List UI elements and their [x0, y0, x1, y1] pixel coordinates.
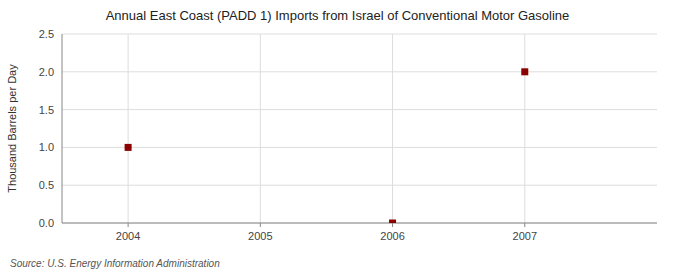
y-grid-line: [62, 147, 657, 148]
x-grid-line: [128, 34, 129, 223]
y-tick-label: 0.0: [39, 217, 54, 229]
x-grid-line: [524, 34, 525, 223]
x-tick-label: 2006: [380, 230, 404, 242]
chart: Annual East Coast (PADD 1) Imports from …: [0, 0, 675, 275]
x-axis-line: [62, 223, 657, 224]
y-tick-label: 1.5: [39, 104, 54, 116]
grid: [62, 34, 657, 223]
x-grid-line: [392, 34, 393, 223]
title: Annual East Coast (PADD 1) Imports from …: [106, 8, 570, 23]
x-tick-label: 2007: [513, 230, 537, 242]
x-tick: [392, 223, 393, 227]
y-grid-line: [62, 34, 657, 35]
y-grid-line: [62, 185, 657, 186]
axes: 0.0 0.5 1.0 1.5 2.0 2.5 2004 2005 2006 2007: [39, 28, 657, 242]
x-tick-label: 2004: [116, 230, 140, 242]
source: Source: U.S. Energy Information Administ…: [10, 258, 220, 269]
x-grid-line: [260, 34, 261, 223]
x-tick-label: 2005: [248, 230, 272, 242]
x-tick: [128, 223, 129, 227]
point: [389, 220, 396, 224]
x-tick: [524, 223, 525, 227]
points: [125, 68, 529, 223]
y-tick-label: 1.0: [39, 141, 54, 153]
y-axis-line: [62, 34, 63, 223]
y-tick-label: 2.0: [39, 66, 54, 78]
y-grid-line: [62, 109, 657, 110]
y-tick-label: 2.5: [39, 28, 54, 40]
y-grid-line: [62, 223, 657, 224]
y-grid-line: [62, 71, 657, 72]
y-axis-label: Thousand Barrels per Day: [6, 64, 18, 193]
x-tick: [260, 223, 261, 227]
y-tick-label: 0.5: [39, 179, 54, 191]
point: [521, 68, 528, 75]
point: [125, 144, 132, 151]
